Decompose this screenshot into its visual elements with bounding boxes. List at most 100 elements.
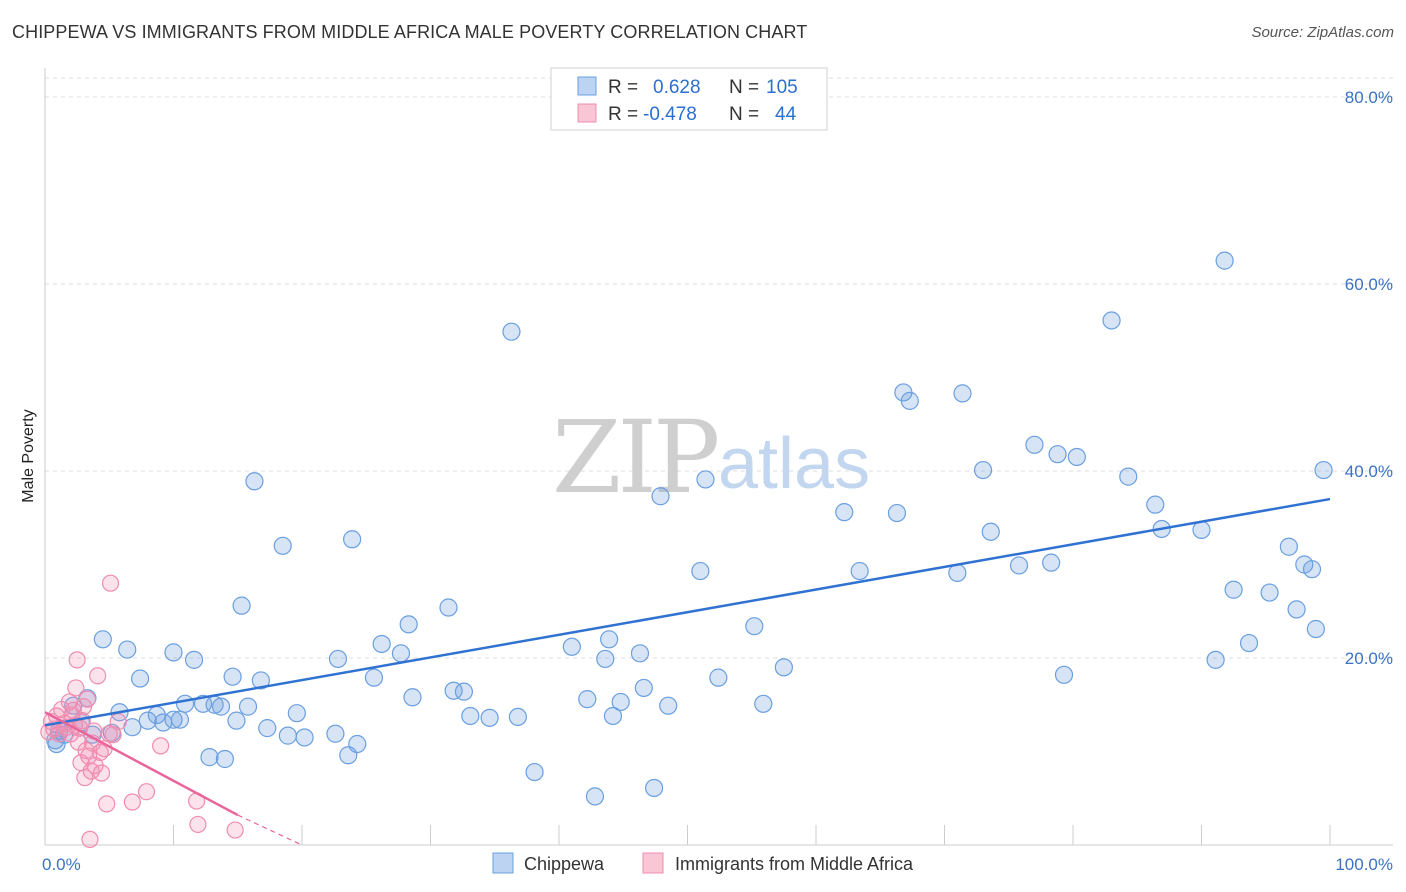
source-label: Source: ZipAtlas.com — [1251, 24, 1394, 41]
chippewa-point-48 — [439, 598, 458, 617]
middle-africa-point-13 — [67, 679, 85, 697]
chippewa-point-76 — [887, 503, 907, 523]
legend-r-label-1: R = — [608, 77, 638, 98]
chippewa-point-37 — [295, 728, 314, 747]
legend-n-value-1: 105 — [766, 77, 798, 98]
legend-n-label-2: N = — [729, 104, 759, 125]
chippewa-point-26 — [215, 749, 234, 769]
chart-title: CHIPPEWA VS IMMIGRANTS FROM MIDDLE AFRIC… — [12, 22, 808, 42]
legend-r-value-2: -0.478 — [643, 104, 697, 125]
chippewa-point-28 — [227, 711, 246, 730]
chippewa-point-54 — [508, 707, 527, 727]
legend-swatch-blue — [577, 76, 597, 96]
chippewa-point-57 — [578, 690, 597, 709]
chippewa-point-13 — [130, 669, 150, 688]
chippewa-point-63 — [630, 644, 650, 663]
chippewa-point-43 — [364, 668, 384, 687]
chippewa-point-86 — [1048, 445, 1067, 464]
watermark-atlas: atlas — [718, 424, 870, 504]
chippewa-point-96 — [1239, 633, 1259, 653]
chippewa-point-72 — [754, 694, 773, 713]
legend-box — [550, 67, 828, 131]
series-chippewa-points — [46, 251, 1333, 806]
middle-africa-point-42 — [189, 815, 207, 834]
chippewa-point-46 — [399, 615, 418, 634]
chippewa-point-95 — [1215, 251, 1234, 270]
chippewa-point-33 — [258, 719, 277, 738]
middle-africa-point-40 — [152, 737, 170, 755]
axes — [44, 68, 1393, 846]
chippewa-point-101 — [1314, 460, 1333, 480]
bottom-legend-chippewa: Chippewa — [524, 854, 605, 874]
middle-africa-trend-extension — [237, 814, 303, 846]
chippewa-point-102 — [1224, 580, 1243, 599]
chippewa-point-99 — [1287, 600, 1306, 619]
chippewa-point-55 — [525, 762, 544, 782]
chippewa-point-14 — [138, 711, 157, 730]
chippewa-point-51 — [461, 706, 480, 726]
bottom-legend-swatch-chippewa — [492, 852, 514, 874]
chippewa-point-98 — [1279, 537, 1298, 556]
chippewa-point-94 — [1206, 650, 1225, 669]
chippewa-point-64 — [634, 678, 653, 698]
chippewa-trend-line — [44, 497, 1331, 727]
chippewa-point-73 — [774, 658, 793, 677]
chippewa-point-70 — [709, 668, 728, 687]
middle-africa-point-29 — [89, 667, 107, 685]
chippewa-point-84 — [1025, 435, 1044, 454]
chippewa-point-65 — [644, 778, 664, 798]
chippewa-point-42 — [348, 734, 367, 754]
bottom-legend-middle-africa: Immigrants from Middle Africa — [675, 854, 914, 874]
chippewa-point-88 — [1067, 447, 1086, 467]
middle-africa-point-35 — [101, 574, 120, 592]
middle-africa-point-22 — [78, 690, 97, 708]
middle-africa-point-20 — [76, 769, 94, 787]
chippewa-point-75 — [850, 561, 869, 581]
chippewa-point-104 — [1306, 619, 1325, 639]
chippewa-point-19 — [170, 710, 190, 729]
trend-lines — [44, 497, 1331, 846]
chippewa-point-61 — [603, 706, 623, 726]
grid-lines — [45, 77, 1393, 659]
y-tick-label-60: 60.0% — [1345, 275, 1393, 294]
legend-r-label-2: R = — [608, 104, 638, 125]
chippewa-point-91 — [1146, 495, 1165, 514]
chippewa-point-71 — [745, 617, 764, 636]
chippewa-point-25 — [211, 697, 231, 716]
middle-africa-point-43 — [226, 821, 244, 839]
x-tick-labels: 0.0% 100.0% — [42, 855, 1393, 874]
chippewa-point-23 — [200, 748, 219, 767]
chippewa-point-32 — [251, 671, 270, 690]
chippewa-point-69 — [696, 470, 715, 489]
x-tick-label-0: 0.0% — [42, 855, 81, 874]
middle-africa-point-14 — [68, 651, 86, 669]
chippewa-point-8 — [93, 630, 112, 649]
chippewa-point-34 — [273, 536, 292, 555]
y-tick-labels: 20.0% 40.0% 60.0% 80.0% — [1345, 88, 1393, 668]
middle-africa-trend-line — [44, 711, 239, 817]
middle-africa-point-38 — [123, 793, 141, 811]
chippewa-point-17 — [164, 710, 183, 729]
chippewa-point-80 — [953, 384, 972, 403]
chippewa-point-18 — [164, 643, 183, 662]
chippewa-point-78 — [900, 391, 919, 410]
legend-n-value-2: 44 — [775, 104, 797, 125]
chippewa-point-66 — [651, 487, 670, 506]
chippewa-point-60 — [600, 630, 619, 649]
chippewa-point-81 — [973, 460, 993, 480]
chippewa-point-11 — [118, 640, 137, 659]
chippewa-point-67 — [659, 696, 678, 715]
chippewa-point-39 — [328, 649, 348, 669]
middle-africa-point-33 — [98, 795, 116, 813]
bottom-legend-swatch-middle-africa — [642, 852, 664, 874]
chippewa-point-97 — [1260, 583, 1279, 602]
chippewa-point-83 — [1009, 556, 1029, 575]
chippewa-point-41 — [343, 530, 362, 549]
chippewa-point-27 — [223, 667, 242, 686]
watermark-zip: ZIP — [552, 399, 717, 516]
watermark: ZIP atlas — [552, 399, 870, 516]
chippewa-point-47 — [403, 688, 422, 707]
y-tick-label-80: 80.0% — [1345, 88, 1393, 107]
x-tick-label-100: 100.0% — [1335, 855, 1393, 874]
middle-africa-point-31 — [92, 764, 111, 782]
